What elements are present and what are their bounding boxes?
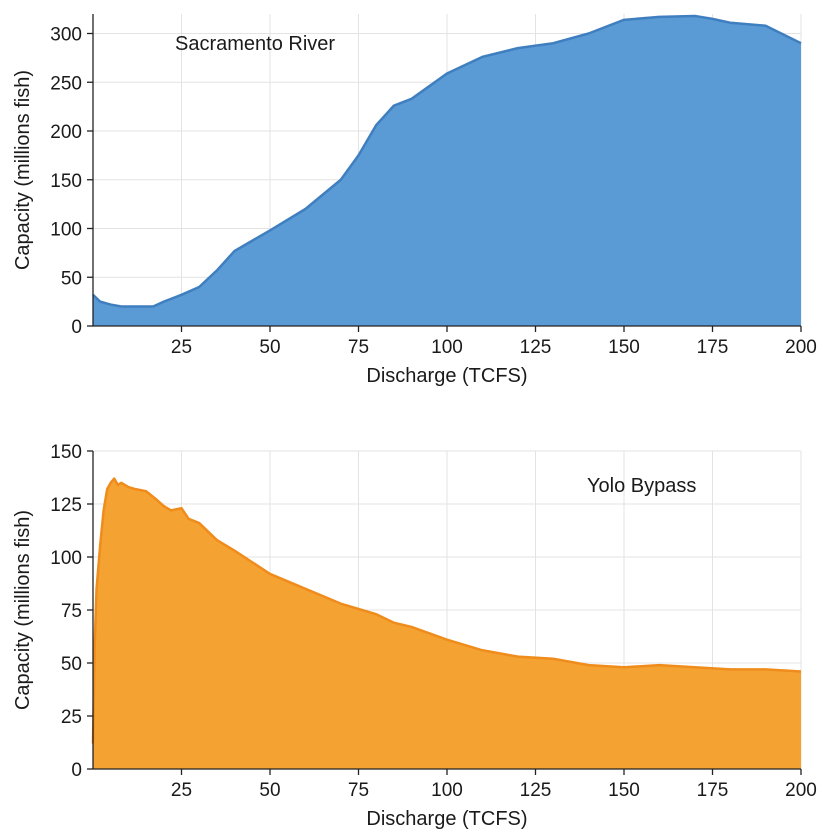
y-tick-label: 50: [61, 268, 82, 289]
x-tick-label: 50: [259, 780, 280, 801]
y-tick-label: 50: [61, 654, 82, 675]
chart-panel-1: 25 50 75 100 125 150 175 200 0 50 100 150 200 250 300 D…: [12, 14, 817, 387]
x-tick-label: 200: [785, 337, 817, 358]
series-annotation: Yolo Bypass: [587, 475, 696, 497]
x-tick-label: 175: [697, 337, 729, 358]
x-tick-label: 100: [431, 780, 463, 801]
y-axis-title: Capacity (millions fish): [12, 70, 34, 270]
x-tick-label: 25: [171, 337, 192, 358]
y-tick-label: 125: [50, 495, 82, 516]
y-tick-label: 250: [50, 73, 82, 94]
x-tick-label: 175: [697, 780, 729, 801]
y-tick-label: 100: [50, 220, 82, 241]
x-tick-label: 200: [785, 780, 817, 801]
x-axis-title: Discharge (TCFS): [366, 808, 527, 830]
x-tick-label: 150: [608, 337, 640, 358]
y-tick-label: 0: [71, 317, 82, 338]
x-axis-title: Discharge (TCFS): [366, 365, 527, 387]
area-line-series-0: [91, 477, 802, 744]
area-fill-series-0: [93, 478, 801, 769]
x-tick-label: 150: [608, 780, 640, 801]
x-tick-label: 125: [520, 780, 552, 801]
y-tick-label: 200: [50, 122, 82, 143]
area-fill-series-0: [93, 15, 801, 326]
x-tick-label: 125: [520, 337, 552, 358]
x-tick-label: 50: [259, 337, 280, 358]
x-tick-label: 75: [348, 337, 369, 358]
y-tick-label: 75: [61, 601, 82, 622]
x-tick-label: 25: [171, 780, 192, 801]
y-tick-label: 150: [50, 442, 82, 463]
x-tick-label: 100: [431, 337, 463, 358]
y-tick-label: 100: [50, 548, 82, 569]
y-axis-title: Capacity (millions fish): [12, 510, 34, 710]
series-annotation: Sacramento River: [175, 33, 335, 55]
x-tick-label: 75: [348, 780, 369, 801]
area-line-series-0: [92, 14, 802, 308]
y-tick-label: 0: [71, 760, 82, 781]
y-tick-label: 300: [50, 25, 82, 46]
y-tick-label: 150: [50, 171, 82, 192]
chart-panel-2: 25 50 75 100 125 150 175 200 0 25 50 75 100 125 150 Dis…: [12, 442, 817, 830]
y-tick-label: 25: [61, 707, 82, 728]
